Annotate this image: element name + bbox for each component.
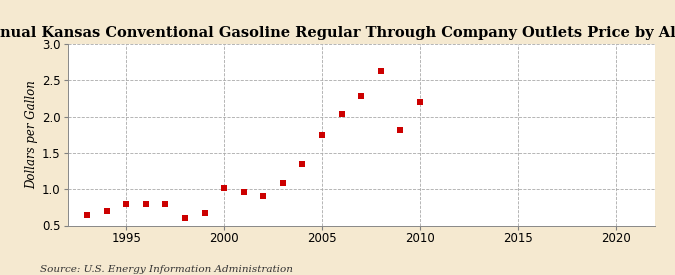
Point (82, 212, 92, 217)
Point (219, 186, 230, 191)
Point (121, 202, 132, 206)
Text: Source: U.S. Energy Information Administration: Source: U.S. Energy Information Administ… (40, 265, 294, 274)
Point (317, 133, 327, 138)
Point (258, 194, 269, 198)
Point (238, 190, 249, 194)
Point (375, 69, 386, 73)
Point (277, 181, 288, 186)
Point (414, 100, 425, 104)
Point (395, 128, 406, 133)
Point (140, 202, 151, 206)
Y-axis label: Dollars per Gallon: Dollars per Gallon (25, 80, 38, 189)
Point (180, 215, 190, 220)
Title: Annual Kansas Conventional Gasoline Regular Through Company Outlets Price by All: Annual Kansas Conventional Gasoline Regu… (0, 26, 675, 40)
Point (356, 93, 367, 98)
Point (336, 112, 347, 117)
Point (297, 162, 308, 166)
Point (160, 202, 171, 206)
Point (199, 211, 210, 215)
Point (101, 209, 112, 213)
